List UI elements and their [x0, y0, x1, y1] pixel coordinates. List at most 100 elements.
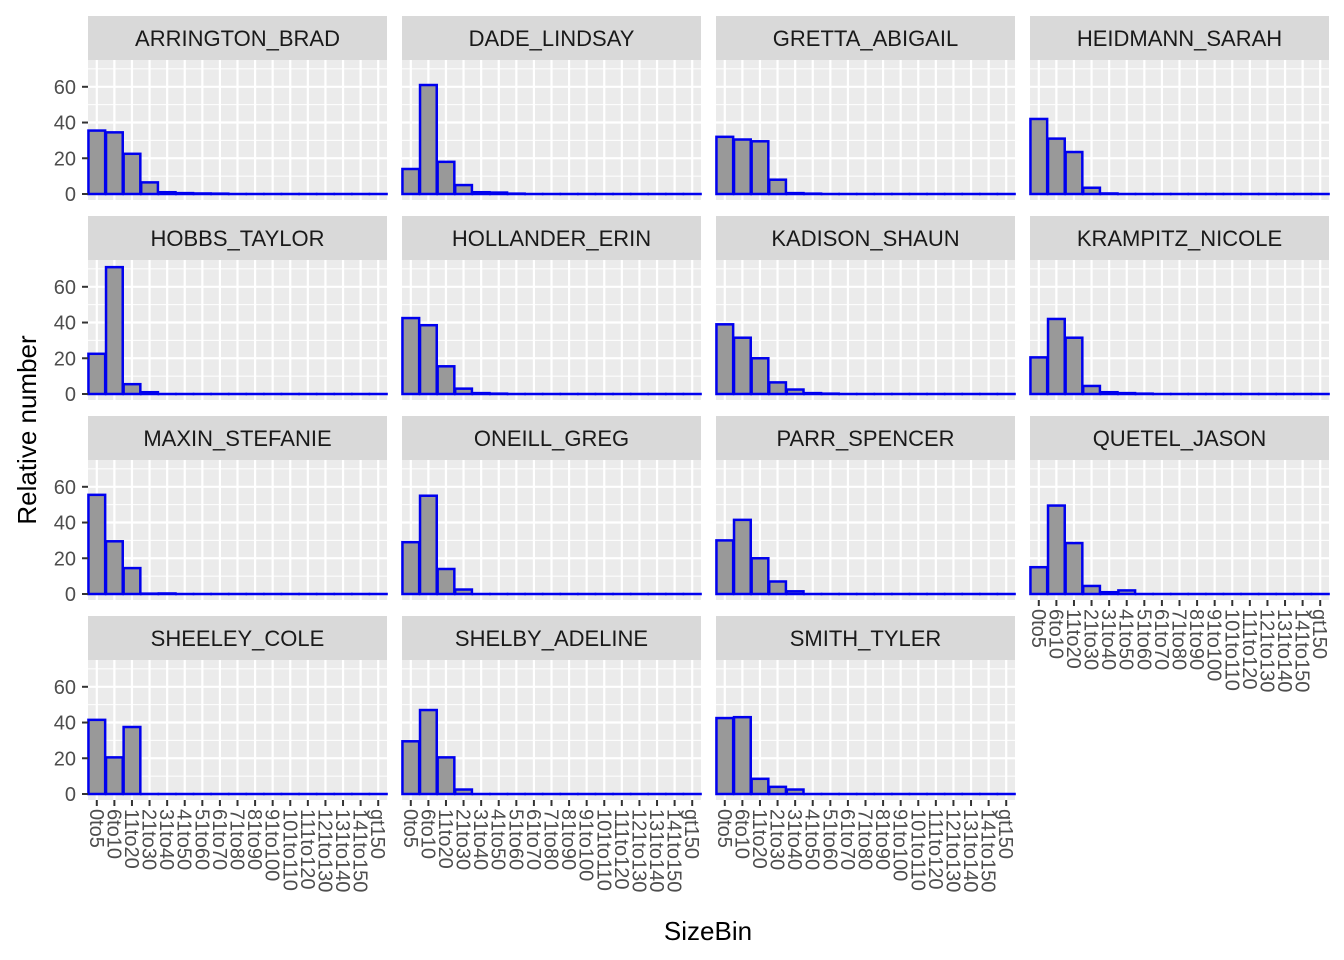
bar	[1117, 589, 1137, 596]
bar	[401, 167, 421, 196]
bar	[157, 592, 177, 596]
bar	[1099, 390, 1119, 396]
x-tick-label: 61to70	[208, 809, 230, 870]
bar	[104, 131, 124, 196]
x-tick-label: 6to10	[730, 809, 752, 859]
facet-panel: KRAMPITZ_NICOLE	[1029, 216, 1330, 400]
x-tick-label: 31to40	[155, 809, 177, 870]
facet-strip	[402, 216, 701, 260]
bar	[87, 493, 107, 596]
facet-title: SMITH_TYLER	[790, 626, 942, 651]
x-tick-label: 21to30	[766, 809, 788, 870]
bar	[401, 740, 421, 796]
x-axis-title: SizeBin	[664, 916, 752, 946]
facet-panel: ONEILL_GREG	[401, 416, 702, 600]
x-tick-label: 0to5	[399, 809, 421, 848]
x-tick-label: 81to90	[243, 809, 265, 870]
bar	[750, 557, 770, 596]
y-tick-label: 40	[54, 513, 76, 535]
bar	[1046, 317, 1066, 396]
facet-strip	[402, 616, 701, 660]
bar	[436, 160, 456, 196]
bar	[732, 138, 752, 196]
bar	[750, 140, 770, 196]
bar	[436, 567, 456, 596]
bar	[122, 382, 142, 396]
bar	[471, 391, 491, 396]
x-tick-label: 61to70	[1150, 609, 1172, 670]
bar	[767, 381, 788, 396]
y-tick-label: 60	[54, 77, 76, 99]
bar	[715, 323, 735, 396]
facet-title: KRAMPITZ_NICOLE	[1077, 226, 1282, 251]
facet-strip	[88, 16, 387, 60]
facet-strip	[1030, 216, 1329, 260]
x-tick-label: 51to60	[1132, 609, 1154, 670]
facet-title: HEIDMANN_SARAH	[1077, 26, 1282, 51]
x-tick-label: 131to140	[645, 809, 667, 892]
facet-title: KADISON_SHAUN	[771, 226, 959, 251]
bar	[1029, 565, 1049, 596]
facet-panel: HOLLANDER_ERIN	[401, 216, 702, 400]
x-tick-label: 0to5	[85, 809, 107, 848]
bar	[453, 183, 474, 196]
bar	[453, 788, 474, 796]
facet-panel: SMITH_TYLER 0to56to1011to2021to3031to4041…	[713, 616, 1016, 892]
x-tick-label: 41to50	[173, 809, 195, 870]
bar	[785, 788, 805, 796]
bar	[1046, 137, 1066, 196]
x-tick-label: 101to110	[1220, 609, 1242, 691]
bar	[418, 494, 438, 596]
bar	[1029, 117, 1049, 196]
x-tick-label: 81to90	[557, 809, 579, 870]
facet-panel: SHELBY_ADELINE 0to56to1011to2021to3031to4…	[399, 616, 702, 892]
x-tick-label: gt150	[366, 809, 388, 859]
x-tick-label: 41to50	[487, 809, 509, 870]
x-tick-label: 0to5	[1027, 609, 1049, 648]
bar	[1064, 541, 1084, 596]
facet-panel: GRETTA_ABIGAIL	[715, 16, 1016, 200]
x-tick-label: 91to100	[575, 809, 597, 881]
x-tick-label: 31to40	[783, 809, 805, 870]
x-tick-label: gt150	[994, 809, 1016, 859]
x-tick-label: 91to100	[889, 809, 911, 881]
x-tick-label: 81to90	[1185, 609, 1207, 670]
y-tick-label: 20	[54, 548, 76, 570]
bar	[803, 391, 823, 396]
facet-strip	[1030, 16, 1329, 60]
x-tick-label: 101to110	[906, 809, 928, 891]
facet-panel: PARR_SPENCER	[715, 416, 1016, 600]
y-tick-label: 0	[65, 384, 76, 406]
x-tick-label: 6to10	[416, 809, 438, 859]
y-tick-label: 20	[54, 348, 76, 370]
facet-strip	[716, 16, 1015, 60]
bar	[1046, 504, 1066, 596]
bar	[732, 518, 752, 596]
bar	[1029, 356, 1049, 396]
facet-strip	[716, 616, 1015, 660]
facet-panels: ARRINGTON_BRAD 0 20 40 60 DADE_LINDSAY GRETTA_…	[54, 16, 1330, 892]
y-tick-label: 40	[54, 313, 76, 335]
bar	[1081, 384, 1102, 396]
x-tick-label: 101to110	[278, 809, 300, 891]
bar	[401, 316, 421, 396]
facet-strip	[88, 416, 387, 460]
y-tick-label: 0	[65, 184, 76, 206]
bar	[715, 716, 735, 796]
bar	[767, 580, 788, 596]
bar	[157, 190, 177, 196]
bar	[715, 135, 735, 196]
bar	[104, 265, 124, 396]
facet-panel: DADE_LINDSAY	[401, 16, 702, 200]
facet-panel: ARRINGTON_BRAD 0 20 40 60	[54, 16, 388, 206]
x-tick-label: 51to60	[190, 809, 212, 870]
x-tick-label: 101to110	[592, 809, 614, 891]
x-tick-label: 91to100	[1203, 609, 1225, 681]
facet-panel: HOBBS_TAYLOR 0 20 40 60	[54, 216, 388, 406]
facet-title: HOBBS_TAYLOR	[150, 226, 324, 251]
bar	[104, 540, 124, 596]
x-tick-label: 121to130	[1255, 609, 1277, 692]
bar	[453, 588, 474, 596]
x-tick-label: 121to130	[627, 809, 649, 892]
x-tick-label: 111to120	[296, 809, 318, 889]
